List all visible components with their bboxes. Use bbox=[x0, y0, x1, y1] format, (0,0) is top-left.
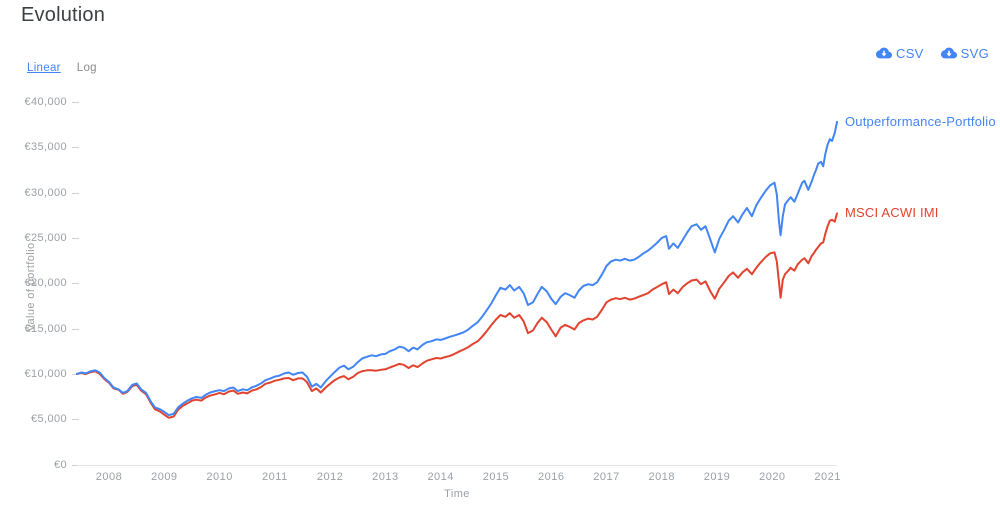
y-tick-label: €0 bbox=[53, 458, 67, 471]
x-tick-label: 2015 bbox=[482, 471, 510, 483]
y-tick-label: €25,000 bbox=[24, 231, 67, 244]
download-svg-label: SVG bbox=[960, 45, 989, 61]
x-tick-label: 2009 bbox=[151, 471, 178, 483]
x-tick-label: 2011 bbox=[262, 471, 288, 483]
download-svg-button[interactable]: SVG bbox=[940, 45, 989, 61]
cloud-download-icon bbox=[876, 45, 892, 61]
download-csv-label: CSV bbox=[896, 45, 924, 61]
download-csv-button[interactable]: CSV bbox=[876, 45, 924, 61]
y-tick-mark bbox=[72, 102, 79, 103]
scale-option-log[interactable]: Log bbox=[76, 62, 97, 74]
x-tick-label: 2008 bbox=[95, 471, 123, 483]
y-tick-mark bbox=[72, 193, 79, 194]
x-axis-title: Time bbox=[444, 488, 470, 500]
x-tick-label: 2017 bbox=[593, 471, 620, 483]
x-tick-label: 2020 bbox=[759, 471, 786, 483]
page-title: Evolution bbox=[21, 4, 106, 26]
y-tick-label: €35,000 bbox=[24, 141, 67, 154]
y-tick-mark bbox=[72, 283, 79, 284]
y-tick-label: €10,000 bbox=[24, 367, 67, 380]
y-tick-label: €40,000 bbox=[24, 96, 67, 108]
scale-toggle: Linear Log bbox=[27, 62, 97, 74]
outperformance-portfolio-line bbox=[76, 120, 838, 417]
x-tick-label: 2018 bbox=[648, 471, 676, 483]
series-label-msci-acwi-imi: MSCI ACWI IMI bbox=[845, 205, 939, 221]
cloud-download-icon bbox=[940, 45, 957, 61]
y-tick-label: €20,000 bbox=[24, 277, 67, 290]
y-tick-label: €15,000 bbox=[24, 322, 67, 335]
x-tick-label: 2010 bbox=[206, 471, 233, 483]
series-label-outperformance-portfolio: Outperformance-Portfolio bbox=[845, 113, 996, 129]
y-tick-mark bbox=[72, 374, 79, 375]
y-tick-mark bbox=[72, 419, 79, 420]
x-tick-label: 2016 bbox=[537, 471, 565, 483]
msci-acwi-imi-line bbox=[76, 212, 838, 419]
x-tick-label: 2014 bbox=[427, 471, 454, 483]
x-tick-label: 2012 bbox=[316, 471, 344, 483]
y-tick-mark bbox=[72, 329, 79, 330]
export-bar: CSV SVG bbox=[876, 45, 989, 61]
scale-option-linear[interactable]: Linear bbox=[27, 62, 61, 74]
y-tick-mark bbox=[72, 465, 79, 466]
x-tick-label: 2019 bbox=[703, 471, 731, 483]
y-tick-label: €30,000 bbox=[24, 186, 67, 199]
y-tick-label: €5,000 bbox=[30, 413, 67, 426]
y-tick-mark bbox=[72, 238, 79, 239]
y-tick-mark bbox=[72, 147, 79, 148]
x-axis-baseline bbox=[77, 465, 837, 466]
x-tick-label: 2021 bbox=[814, 471, 841, 483]
x-tick-label: 2013 bbox=[372, 471, 399, 483]
